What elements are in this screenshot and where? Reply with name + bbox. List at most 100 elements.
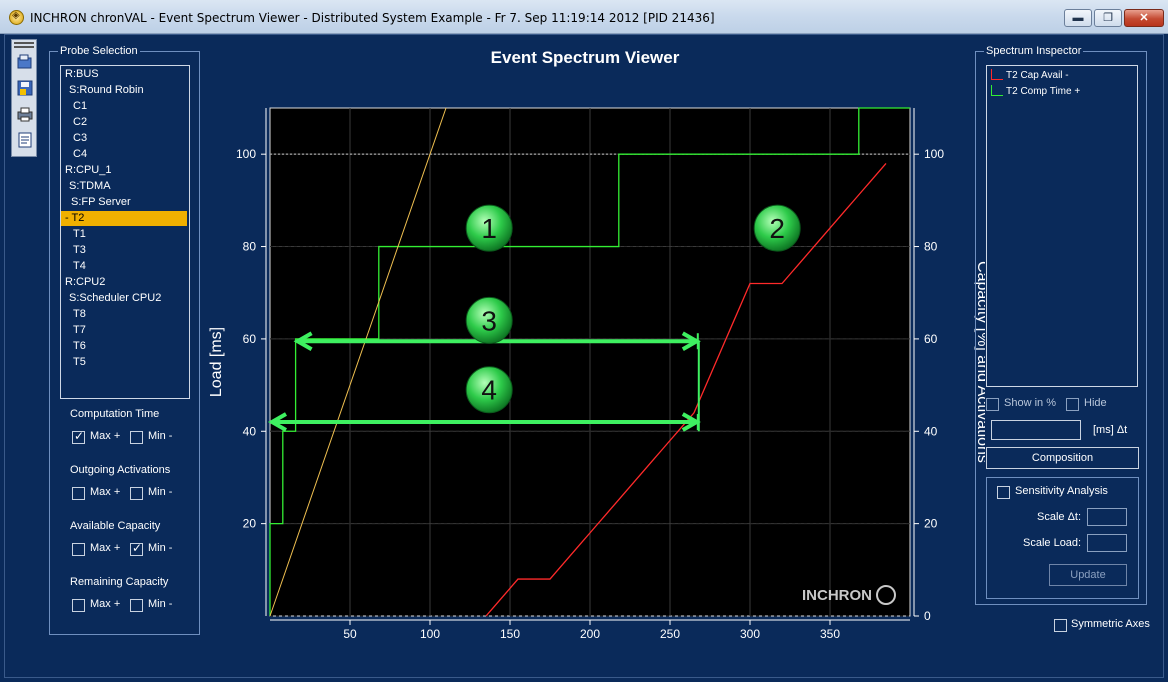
- y2-tick-label: 40: [924, 424, 938, 438]
- series-line-1: [269, 107, 910, 616]
- probe-item[interactable]: S:FP Server: [71, 196, 131, 208]
- probe-item[interactable]: T1: [73, 228, 86, 240]
- close-button[interactable]: ✕: [1124, 9, 1164, 27]
- probe-item[interactable]: S:Round Robin: [69, 84, 144, 96]
- y2-tick-label: 0: [924, 609, 931, 623]
- probe-item[interactable]: C2: [73, 116, 88, 128]
- dt-arrowhead-left: [293, 331, 313, 351]
- event-spectrum-chart[interactable]: 50 100 150 200 250 300 350 20 40 60 80 100 0 20 40 60 80…: [195, 65, 985, 639]
- remaining-capacity-min-checkbox[interactable]: [130, 599, 143, 612]
- sensitivity-analysis-checkbox[interactable]: [997, 486, 1010, 499]
- probe-item[interactable]: T5: [73, 356, 86, 368]
- probe-item[interactable]: C1: [73, 100, 88, 112]
- annotation-label: 1: [481, 213, 497, 244]
- probe-selection-group: Probe Selection R:BUS S:Round Robin C1 C…: [49, 45, 200, 635]
- dt-arrowhead-left: [267, 412, 287, 432]
- computation-time-max-checkbox[interactable]: [72, 429, 85, 444]
- title-bar[interactable]: INCHRON chronVAL - Event Spectrum Viewer…: [0, 0, 1168, 34]
- symmetric-axes-checkbox[interactable]: [1054, 619, 1067, 632]
- open-icon: [17, 54, 32, 69]
- report-button[interactable]: [15, 130, 35, 150]
- available-capacity-max-label: Max +: [90, 542, 121, 554]
- delta-t-unit-label: [ms] Δt: [1093, 424, 1128, 436]
- inspector-item-label: T2 Comp Time +: [1006, 86, 1081, 97]
- annotation-label: 3: [481, 305, 497, 336]
- probe-item[interactable]: T8: [73, 308, 86, 320]
- annotation-label: 2: [769, 213, 785, 244]
- save-button[interactable]: [15, 78, 35, 98]
- available-capacity-max-checkbox[interactable]: [72, 543, 85, 556]
- side-toolbar: [11, 39, 37, 157]
- annotation-bubble: [465, 204, 513, 252]
- remaining-capacity-max-label: Max +: [90, 598, 121, 610]
- maximize-button[interactable]: ❐: [1094, 9, 1122, 27]
- probe-item[interactable]: T4: [73, 260, 86, 272]
- probe-item[interactable]: S:TDMA: [69, 180, 111, 192]
- annotation-bubble: [753, 204, 801, 252]
- probe-item[interactable]: T6: [73, 340, 86, 352]
- y-tick-label: 60: [243, 332, 257, 346]
- y-tick-label: 40: [243, 424, 257, 438]
- probe-item[interactable]: T3: [73, 244, 86, 256]
- outgoing-activations-min-label: Min -: [148, 486, 173, 498]
- probe-item[interactable]: T7: [73, 324, 86, 336]
- probe-list[interactable]: R:BUS S:Round Robin C1 C2 C3 C4 R:CPU_1 …: [60, 65, 190, 399]
- window-title: INCHRON chronVAL - Event Spectrum Viewer…: [30, 11, 715, 25]
- probe-item[interactable]: C3: [73, 132, 88, 144]
- composition-button[interactable]: Composition: [986, 447, 1139, 469]
- probe-item-selected[interactable]: - T2: [61, 211, 187, 226]
- print-button[interactable]: [15, 104, 35, 124]
- minimize-button[interactable]: ▬: [1064, 9, 1092, 27]
- inspector-item[interactable]: T2 Cap Avail -: [991, 69, 1069, 81]
- inspector-list[interactable]: T2 Cap Avail - T2 Comp Time +: [986, 65, 1138, 387]
- y2-tick-label: 80: [924, 240, 938, 254]
- chart-title: Event Spectrum Viewer: [490, 48, 680, 67]
- x-tick-label: 250: [660, 627, 680, 639]
- red-spectrum-icon: [991, 69, 1003, 80]
- x-tick-label: 150: [500, 627, 520, 639]
- delta-t-input[interactable]: [991, 420, 1081, 440]
- sensitivity-analysis-label: Sensitivity Analysis: [1015, 485, 1108, 497]
- inspector-item-label: T2 Cap Avail -: [1006, 70, 1069, 81]
- available-capacity-min-checkbox[interactable]: [130, 541, 143, 556]
- outgoing-activations-min-checkbox[interactable]: [130, 487, 143, 500]
- computation-time-max-label: Max +: [90, 430, 121, 442]
- y-axis-label: Load [ms]: [208, 327, 225, 397]
- probe-item[interactable]: R:BUS: [65, 68, 99, 80]
- x-tick-label: 350: [820, 627, 840, 639]
- outgoing-activations-max-checkbox[interactable]: [72, 487, 85, 500]
- y-tick-label: 20: [243, 517, 257, 531]
- probe-item[interactable]: R:CPU2: [65, 276, 106, 288]
- toolbar-grip[interactable]: [14, 42, 34, 48]
- available-capacity-min-label: Min -: [148, 542, 173, 554]
- x-tick-label: 200: [580, 627, 600, 639]
- save-icon: [17, 80, 33, 96]
- show-in-percent-label: Show in %: [1004, 397, 1056, 409]
- hide-label: Hide: [1084, 397, 1107, 409]
- green-spectrum-icon: [991, 85, 1003, 96]
- print-icon: [17, 107, 33, 122]
- computation-time-min-checkbox[interactable]: [130, 431, 143, 444]
- scale-load-input[interactable]: [1087, 534, 1127, 552]
- scale-delta-t-input[interactable]: [1087, 508, 1127, 526]
- show-in-percent-checkbox[interactable]: [986, 398, 999, 411]
- symmetric-axes-label: Symmetric Axes: [1071, 618, 1150, 630]
- inchron-watermark: INCHRON: [802, 587, 872, 604]
- remaining-capacity-max-checkbox[interactable]: [72, 599, 85, 612]
- y2-axis-label: Capacity [%] and Activations: [974, 261, 985, 463]
- probe-item[interactable]: S:Scheduler CPU2: [69, 292, 162, 304]
- series-line-2: [269, 107, 447, 617]
- annotation-bubble: [465, 296, 513, 344]
- probe-item[interactable]: C4: [73, 148, 88, 160]
- hide-checkbox[interactable]: [1066, 398, 1079, 411]
- computation-time-min-label: Min -: [148, 430, 173, 442]
- report-icon: [18, 132, 32, 148]
- probe-item[interactable]: R:CPU_1: [65, 164, 112, 176]
- inspector-item[interactable]: T2 Comp Time +: [991, 85, 1080, 97]
- y-tick-label: 100: [236, 147, 256, 161]
- open-button[interactable]: [15, 52, 35, 72]
- update-button[interactable]: Update: [1049, 564, 1127, 586]
- spectrum-inspector-group: Spectrum Inspector T2 Cap Avail - T2 Com…: [975, 45, 1147, 605]
- y2-tick-label: 100: [924, 147, 944, 161]
- x-tick-label: 50: [343, 627, 357, 639]
